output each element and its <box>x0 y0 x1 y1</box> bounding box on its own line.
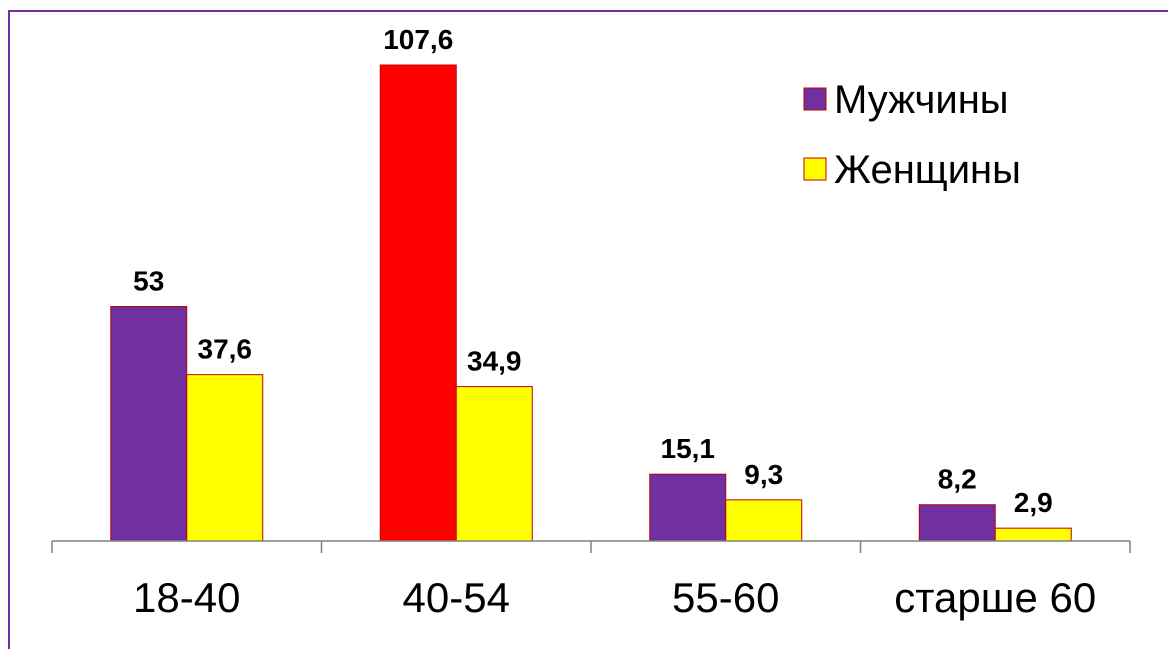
data-label: 53 <box>133 266 164 297</box>
category-label: 18-40 <box>133 574 240 621</box>
legend-label-women: Женщины <box>834 148 1021 192</box>
x-axis-ticks <box>51 541 1131 553</box>
data-label: 107,6 <box>383 24 453 55</box>
chart-frame <box>8 10 1168 649</box>
bar-men-1 <box>379 64 457 542</box>
category-label: 55-60 <box>672 574 779 621</box>
bars-group <box>110 64 1072 542</box>
bar-women-1 <box>455 386 533 542</box>
legend-swatch-men <box>803 87 827 111</box>
data-label: 9,3 <box>744 459 783 490</box>
bar-women-2 <box>725 499 803 542</box>
data-label: 34,9 <box>467 346 522 377</box>
value-labels-group: 53 37,6 107,6 34,9 15,1 9,3 8,2 2,9 <box>133 24 1053 518</box>
data-label: 15,1 <box>661 433 716 464</box>
data-label: 8,2 <box>938 464 977 495</box>
legend-swatch-women <box>803 157 827 181</box>
data-label: 37,6 <box>198 334 253 365</box>
category-label: старше 60 <box>894 574 1096 621</box>
category-labels-group: 18-40 40-54 55-60 старше 60 <box>133 574 1096 621</box>
bar-men-0 <box>110 306 188 542</box>
bar-men-3 <box>918 504 996 542</box>
bar-men-2 <box>649 473 727 542</box>
data-label: 2,9 <box>1014 487 1053 518</box>
legend: Мужчины Женщины <box>803 78 1021 192</box>
bar-women-3 <box>994 527 1072 542</box>
bar-women-0 <box>186 374 264 542</box>
legend-label-men: Мужчины <box>834 78 1009 122</box>
category-label: 40-54 <box>403 574 510 621</box>
